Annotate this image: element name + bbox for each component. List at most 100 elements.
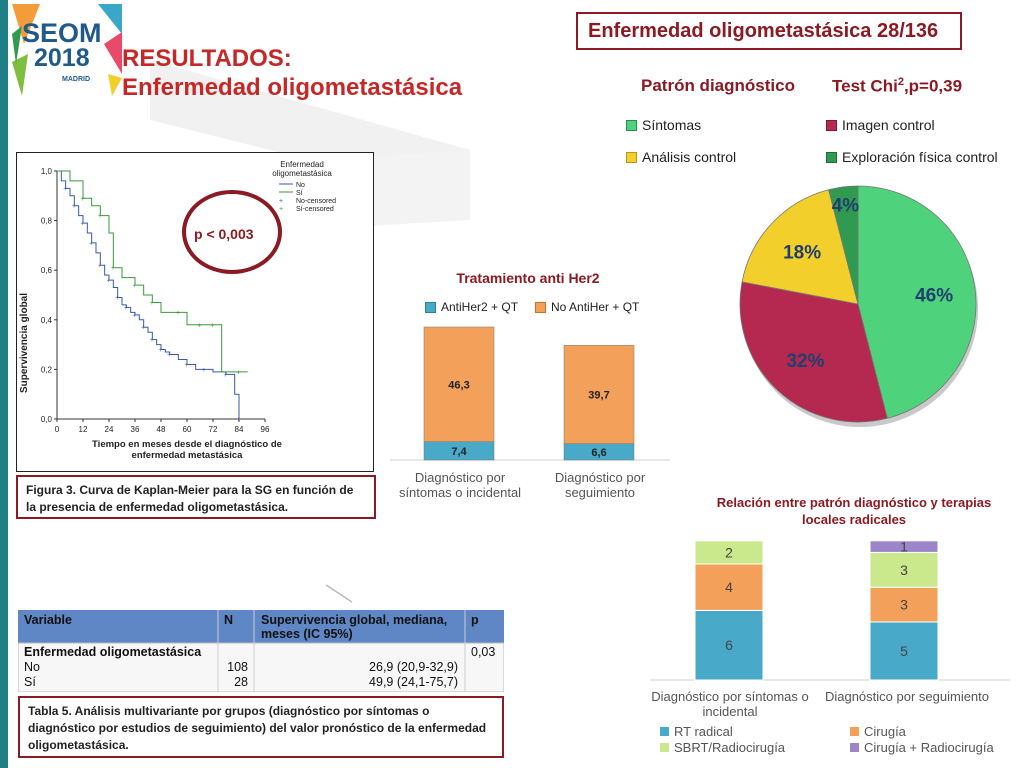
pie-legend-item-3: Análisis control — [626, 149, 736, 165]
km-x-tick-label: 48 — [157, 425, 166, 434]
p-value-text: p < 0,003 — [194, 226, 254, 242]
seom-logo: SEOM 2018 MADRID — [12, 4, 122, 96]
her2-bar-label: 39,7 — [588, 389, 609, 401]
km-censor-mark: + — [107, 278, 111, 285]
km-censor-mark: + — [111, 265, 115, 272]
km-legend-cross-no: + — [279, 198, 283, 205]
legend-swatch-antiher2 — [425, 301, 436, 313]
km-x-tick-label: 60 — [183, 425, 192, 434]
relacion-bar-label: 3 — [900, 562, 908, 578]
km-curve-si — [57, 170, 248, 373]
km-censor-mark: + — [167, 352, 171, 359]
table-group-label: Enfermedad oligometastásica — [24, 645, 202, 659]
table-row-sg: 26,9 (20,9-32,9) — [369, 660, 458, 674]
km-x-tick-label: 84 — [235, 425, 244, 434]
km-censor-mark: + — [133, 312, 137, 319]
chi-label: Test Chi — [832, 76, 898, 96]
table-header-bg — [18, 610, 504, 643]
relacion-category-2: Diagnóstico por seguimiento — [824, 689, 990, 704]
her2-bar-segment — [423, 326, 495, 442]
logo-city: MADRID — [62, 76, 90, 83]
legend-label: Cirugía — [864, 724, 906, 739]
her2-bar-label: 6,6 — [591, 447, 606, 459]
left-accent-strip — [0, 0, 8, 768]
km-censor-mark: + — [237, 417, 241, 424]
legend-swatch-cirugia — [850, 727, 859, 736]
relacion-bar-segment — [869, 621, 939, 681]
legend-label: Síntomas — [642, 117, 702, 133]
legend-label: SBRT/Radiocirugía — [674, 740, 786, 755]
her2-chart-title: Tratamiento anti Her2 — [456, 270, 600, 286]
relacion-bar-label: 6 — [725, 637, 733, 653]
p-value-circle — [182, 190, 282, 274]
table-header-sg: Supervivencia global, mediana, meses (IC … — [261, 613, 447, 641]
her2-bar-label: 46,3 — [448, 379, 469, 391]
km-censor-mark: + — [202, 367, 206, 374]
pie-legend-item-2: Imagen control — [826, 117, 935, 133]
relacion-bar-label: 3 — [900, 597, 908, 613]
km-censor-mark: + — [224, 372, 228, 379]
km-x-tick-label: 24 — [105, 425, 114, 434]
relacion-legend-item-2: Cirugía — [850, 724, 906, 739]
logo-brand: SEOM — [22, 18, 102, 48]
legend-swatch-sbrt — [660, 743, 669, 752]
legend-label: AntiHer2 + QT — [441, 300, 519, 314]
table-row-n: 108 — [227, 660, 248, 674]
pie-legend-item-1: Síntomas — [626, 117, 701, 133]
km-x-tick-label: 96 — [261, 425, 270, 434]
relacion-chart-title: Relación entre patrón diagnóstico y tera… — [716, 495, 992, 527]
km-figure-caption: Figura 3. Curva de Kaplan-Meier para la … — [16, 475, 376, 519]
legend-label: No AntiHer + QT — [551, 300, 640, 314]
table-row-sg: 49,9 (24,1-75,7) — [369, 675, 458, 689]
legend-swatch-exploracion — [826, 151, 837, 163]
km-y-tick-label: 1,0 — [41, 167, 53, 176]
km-censor-mark: + — [159, 347, 163, 354]
table-5: Variable N Supervivencia global, mediana… — [18, 610, 504, 692]
legend-swatch-cirugia-radiocirugia — [850, 743, 859, 752]
km-xlabel: Tiempo en meses desde el diagnóstico de e… — [92, 439, 282, 461]
km-figure-frame: 0,0 0,2 0,4 0,6 0,8 1,0 0 12 24 36 48 60 72 84 96 + + + +… — [16, 152, 374, 472]
page-title: RESULTADOS: Enfermedad oligometastásica — [122, 44, 462, 102]
km-ylabel: Supervivencia global — [19, 293, 30, 393]
km-censor-mark: + — [211, 322, 215, 329]
table-header-n: N — [224, 613, 233, 627]
pie-slice-exploracion — [828, 185, 859, 305]
km-y-tick-label: 0,4 — [41, 316, 53, 325]
pie-heading-left: Patrón diagnóstico — [641, 76, 795, 95]
km-censor-mark: + — [198, 322, 202, 329]
relacion-bar-segment — [694, 540, 764, 565]
km-censor-mark: + — [89, 240, 93, 247]
her2-bar-segment — [563, 345, 635, 444]
km-y-tick-label: 0,8 — [41, 217, 53, 226]
legend-swatch-analisis — [626, 151, 637, 163]
km-censor-mark: + — [176, 310, 180, 317]
relacion-bar-segment — [869, 540, 939, 553]
km-x-tick-label: 0 — [55, 425, 60, 434]
km-censor-mark: + — [115, 295, 119, 302]
her2-legend-item-2: No AntiHer + QT — [535, 300, 639, 314]
km-legend-si: Sí — [296, 190, 303, 197]
km-censor-mark: + — [81, 196, 85, 203]
legend-swatch-noantiher — [535, 301, 546, 313]
table-body-bg — [18, 642, 504, 692]
her2-bar-chart: 7,4 46,3 6,6 39,7 — [390, 326, 670, 461]
pie-slice-analisis — [741, 189, 859, 305]
relacion-bar-chart: 6 4 2 5 3 3 1 — [650, 540, 1010, 681]
relacion-bar-label: 2 — [725, 544, 733, 560]
pie-label: 46% — [915, 285, 953, 306]
table-row-variable: No — [24, 660, 40, 674]
km-series: ++++++++++++++++++++++++ ++ — [57, 170, 248, 424]
km-y-tick-label: 0,2 — [41, 365, 53, 374]
relacion-category-1: Diagnóstico por síntomas o incidental — [651, 689, 809, 719]
km-censor-mark: + — [133, 283, 137, 290]
relacion-legend-item-4: Cirugía + Radiocirugía — [850, 740, 994, 755]
her2-category-2: Diagnóstico por seguimiento — [554, 470, 646, 500]
her2-legend-item-1: AntiHer2 + QT — [425, 300, 518, 314]
table-row-variable: Sí — [24, 675, 36, 689]
legend-label: Exploración física control — [842, 149, 998, 165]
km-x-tick-label: 72 — [209, 425, 218, 434]
relacion-legend-item-1: RT radical — [660, 724, 733, 739]
km-x-tick-label: 12 — [79, 425, 88, 434]
table-header-p: p — [471, 613, 479, 627]
pie-label: 18% — [783, 242, 821, 263]
